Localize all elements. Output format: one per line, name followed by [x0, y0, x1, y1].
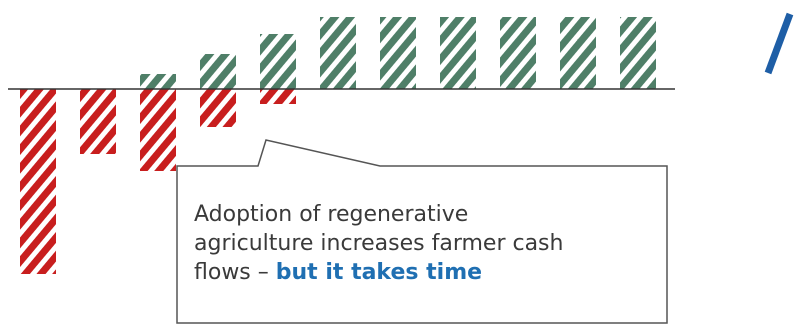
bars-group — [20, 17, 656, 274]
bar-positive-4 — [200, 54, 236, 89]
callout-line-3: flows – but it takes time — [194, 258, 664, 287]
bar-positive-11 — [620, 17, 656, 89]
callout-box — [176, 139, 668, 324]
callout-line-3-prefix: flows – — [194, 260, 276, 285]
bar-positive-10 — [560, 17, 596, 89]
bar-positive-6 — [320, 17, 356, 89]
bar-positive-9 — [500, 17, 536, 89]
bar-negative-1 — [20, 89, 56, 274]
callout-highlight: but it takes time — [275, 260, 483, 285]
bar-positive-7 — [380, 17, 416, 89]
callout-line-1: Adoption of regenerative — [194, 202, 469, 227]
bar-positive-8 — [440, 17, 476, 89]
callout-line-2: agriculture increases farmer cash — [194, 231, 564, 256]
bar-positive-5 — [260, 34, 296, 89]
bar-negative-3 — [140, 89, 176, 171]
bar-negative-2 — [80, 89, 116, 154]
bar-negative-5 — [260, 89, 296, 104]
bar-negative-4 — [200, 89, 236, 127]
callout-text: Adoption of regenerative agriculture inc… — [194, 200, 664, 287]
bar-positive-3 — [140, 74, 176, 89]
accent-slash-icon — [764, 12, 794, 75]
